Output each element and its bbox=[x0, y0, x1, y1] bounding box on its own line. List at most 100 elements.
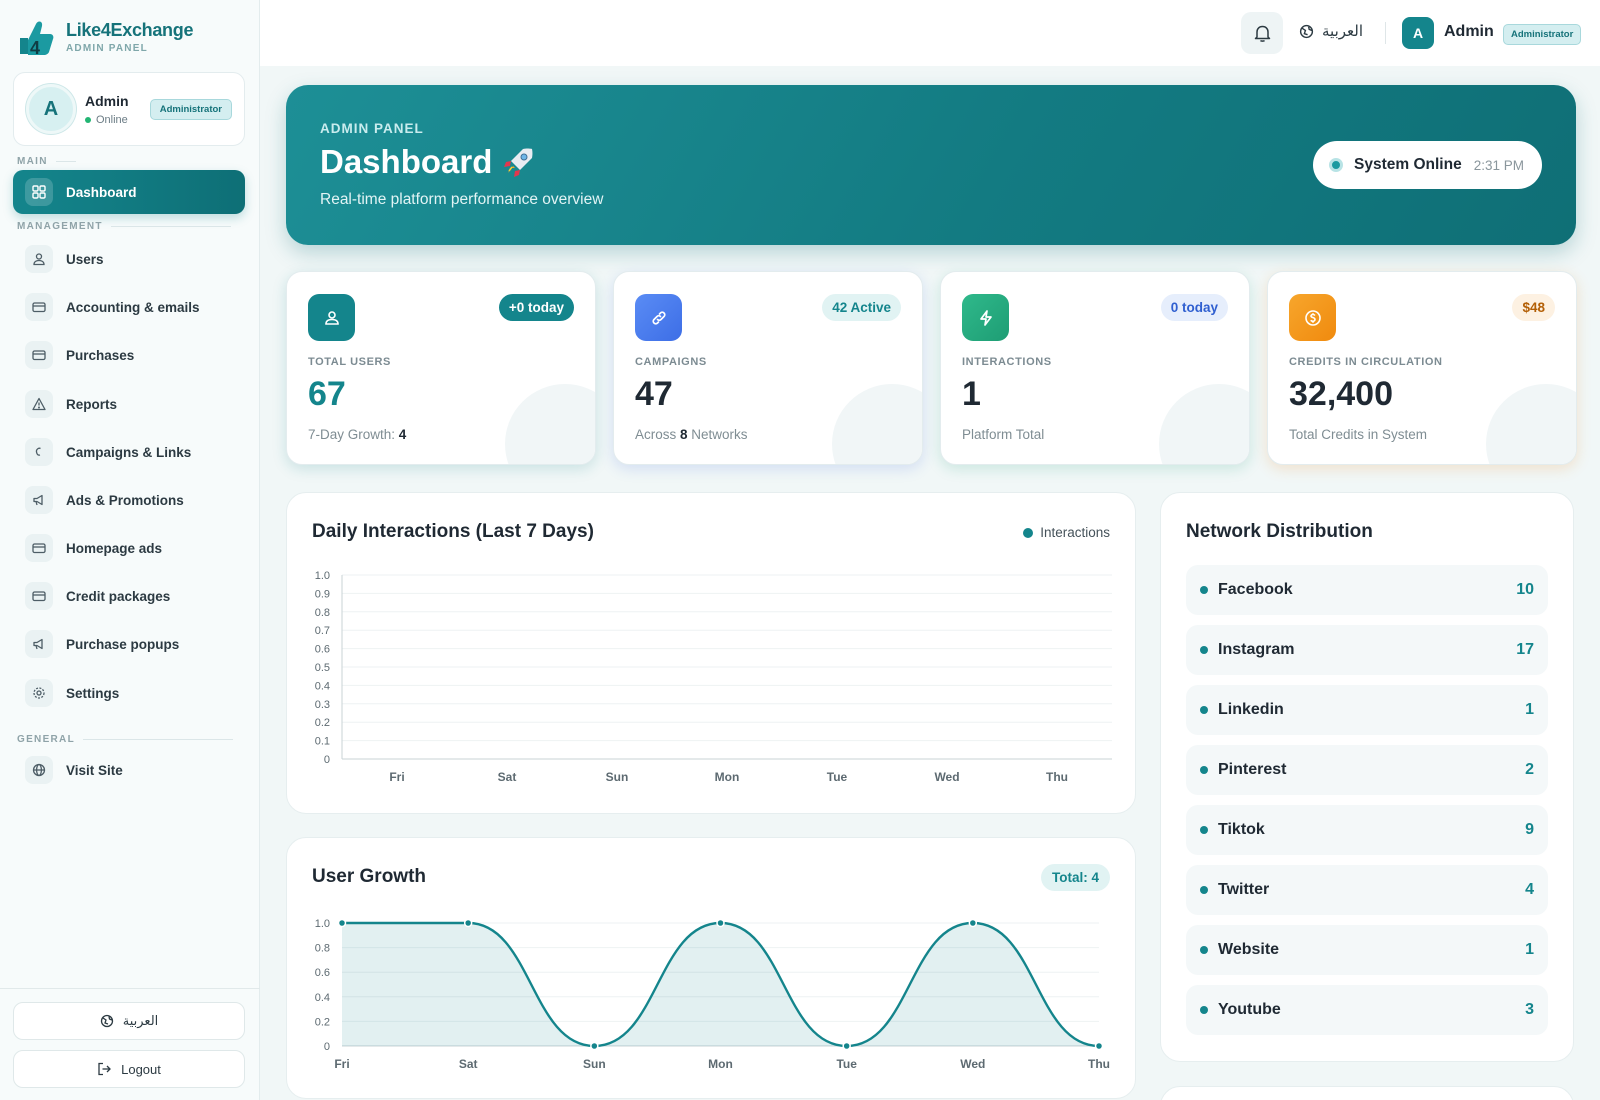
y-tick-label: 0 bbox=[324, 754, 330, 766]
network-name: Pinterest bbox=[1218, 761, 1287, 778]
chart-legend[interactable]: Interactions bbox=[1023, 525, 1110, 540]
section-label-management: MANAGEMENT bbox=[17, 221, 231, 232]
x-tick-label: Sun bbox=[606, 770, 629, 784]
list-item[interactable]: Youtube 3 bbox=[1186, 985, 1548, 1035]
sidebar-item-label: Ads & Promotions bbox=[66, 492, 184, 508]
stat-footnote: 7-Day Growth: 4 bbox=[308, 427, 407, 442]
list-item[interactable]: Linkedin 1 bbox=[1186, 685, 1548, 735]
stat-label: TOTAL USERS bbox=[308, 356, 391, 368]
language-switch[interactable]: العربية bbox=[1299, 22, 1363, 40]
stat-footnote: Platform Total bbox=[962, 427, 1045, 442]
page-title-text: Dashboard bbox=[320, 143, 493, 180]
legend-swatch bbox=[1023, 527, 1034, 538]
y-tick-label: 0.7 bbox=[315, 625, 330, 637]
data-point bbox=[590, 1041, 599, 1051]
sidebar-item-dashboard[interactable]: Dashboard bbox=[13, 170, 245, 214]
x-tick-label: Tue bbox=[836, 1057, 857, 1071]
topbar: العربية A Admin Administrator bbox=[260, 0, 1600, 66]
profile-card[interactable]: A Admin Online Administrator bbox=[13, 72, 245, 146]
list-item[interactable]: Facebook 10 bbox=[1186, 565, 1548, 615]
status-time: 2:31 PM bbox=[1473, 157, 1524, 173]
users-icon bbox=[308, 294, 355, 341]
network-count: 2 bbox=[1525, 761, 1534, 778]
list-item[interactable]: Website 1 bbox=[1186, 925, 1548, 975]
stat-card-campaigns[interactable]: 42 Active CAMPAIGNS 47 Across 8 Networks bbox=[613, 271, 923, 465]
brand[interactable]: 4 Like4Exchange ADMIN PANEL bbox=[16, 16, 193, 58]
sidebar-item-users[interactable]: Users bbox=[13, 237, 245, 281]
y-tick-label: 0.8 bbox=[315, 607, 330, 619]
network-name: Website bbox=[1218, 941, 1280, 958]
y-tick-label: 0 bbox=[324, 1041, 330, 1053]
sidebar-item-reports[interactable]: Reports bbox=[13, 382, 245, 426]
bullet-icon bbox=[1200, 646, 1208, 654]
sidebar-item-homepage-ads[interactable]: Homepage ads bbox=[13, 526, 245, 570]
stat-card-credits[interactable]: $48 CREDITS IN CIRCULATION 32,400 Total … bbox=[1267, 271, 1577, 465]
users-icon bbox=[25, 245, 53, 273]
page-title: Dashboard bbox=[320, 143, 536, 181]
network-name: Tiktok bbox=[1218, 821, 1265, 838]
y-tick-label: 0.3 bbox=[315, 699, 330, 711]
notifications-button[interactable] bbox=[1241, 12, 1283, 54]
network-count: 1 bbox=[1525, 701, 1534, 718]
bullet-icon bbox=[1200, 706, 1208, 714]
sidebar-item-label: Reports bbox=[66, 396, 118, 412]
bolt-icon bbox=[962, 294, 1009, 341]
list-item[interactable]: Instagram 17 bbox=[1186, 625, 1548, 675]
network-count: 4 bbox=[1525, 881, 1534, 898]
legend-label: Interactions bbox=[1040, 525, 1110, 540]
sidebar-item-visit-site[interactable]: Visit Site bbox=[13, 748, 245, 792]
stat-footnote: Total Credits in System bbox=[1289, 427, 1428, 442]
sidebar-item-label: Accounting & emails bbox=[66, 299, 200, 315]
stat-card-users[interactable]: +0 today TOTAL USERS 67 7-Day Growth: 4 bbox=[286, 271, 596, 465]
network-count: 1 bbox=[1525, 941, 1534, 958]
profile-status-label: Online bbox=[96, 113, 128, 126]
logout-button[interactable]: Logout bbox=[13, 1050, 245, 1088]
topbar-separator bbox=[1385, 22, 1386, 44]
sidebar-item-accounting[interactable]: Accounting & emails bbox=[13, 285, 245, 329]
sidebar-item-label: Dashboard bbox=[66, 184, 137, 200]
data-point bbox=[337, 918, 347, 928]
user-name[interactable]: Admin bbox=[1444, 23, 1494, 40]
network-distribution-panel: Network Distribution Facebook 10 Instagra… bbox=[1160, 492, 1574, 1062]
gear-icon bbox=[25, 679, 53, 707]
data-point bbox=[842, 1041, 851, 1051]
sidebar-item-settings[interactable]: Settings bbox=[13, 671, 245, 715]
bullet-icon bbox=[1200, 586, 1208, 594]
y-tick-label: 0.2 bbox=[315, 1016, 330, 1028]
network-count: 10 bbox=[1516, 581, 1534, 598]
list-item[interactable]: Twitter 4 bbox=[1186, 865, 1548, 915]
decorative-circle bbox=[1159, 384, 1249, 464]
decorative-circle bbox=[832, 384, 922, 464]
list-item[interactable]: Pinterest 2 bbox=[1186, 745, 1548, 795]
y-tick-label: 1.0 bbox=[315, 570, 330, 582]
stat-label: INTERACTIONS bbox=[962, 356, 1052, 368]
globe-icon bbox=[100, 1014, 114, 1028]
sidebar-item-campaigns[interactable]: Campaigns & Links bbox=[13, 430, 245, 474]
stat-value: 67 bbox=[308, 375, 346, 413]
avatar[interactable]: A bbox=[1402, 17, 1434, 49]
list-item[interactable]: Tiktok 9 bbox=[1186, 805, 1548, 855]
bullet-icon bbox=[1200, 766, 1208, 774]
brand-name: Like4Exchange bbox=[66, 20, 194, 40]
data-point bbox=[968, 918, 978, 928]
role-badge: Administrator bbox=[1503, 24, 1582, 45]
sidebar-item-purchase-popups[interactable]: Purchase popups bbox=[13, 622, 245, 666]
coin-icon bbox=[1289, 294, 1336, 341]
y-tick-label: 0.6 bbox=[315, 967, 330, 979]
next-panel-stub bbox=[1160, 1086, 1574, 1100]
card-icon bbox=[25, 582, 53, 610]
megaphone-icon bbox=[25, 630, 53, 658]
sidebar-item-purchases[interactable]: Purchases bbox=[13, 333, 245, 377]
sidebar-divider bbox=[0, 988, 260, 989]
bullet-icon bbox=[1200, 946, 1208, 954]
decorative-circle bbox=[1486, 384, 1576, 464]
language-button[interactable]: العربية bbox=[13, 1002, 245, 1040]
section-label-general: GENERAL bbox=[17, 734, 233, 745]
x-tick-label: Mon bbox=[715, 770, 740, 784]
sidebar-item-ads[interactable]: Ads & Promotions bbox=[13, 478, 245, 522]
sidebar-item-credit-packages[interactable]: Credit packages bbox=[13, 574, 245, 618]
stat-badge: 42 Active bbox=[822, 294, 901, 321]
panel-title: User Growth bbox=[312, 866, 427, 887]
rocket-icon bbox=[502, 145, 536, 179]
stat-card-interactions[interactable]: 0 today INTERACTIONS 1 Platform Total bbox=[940, 271, 1250, 465]
